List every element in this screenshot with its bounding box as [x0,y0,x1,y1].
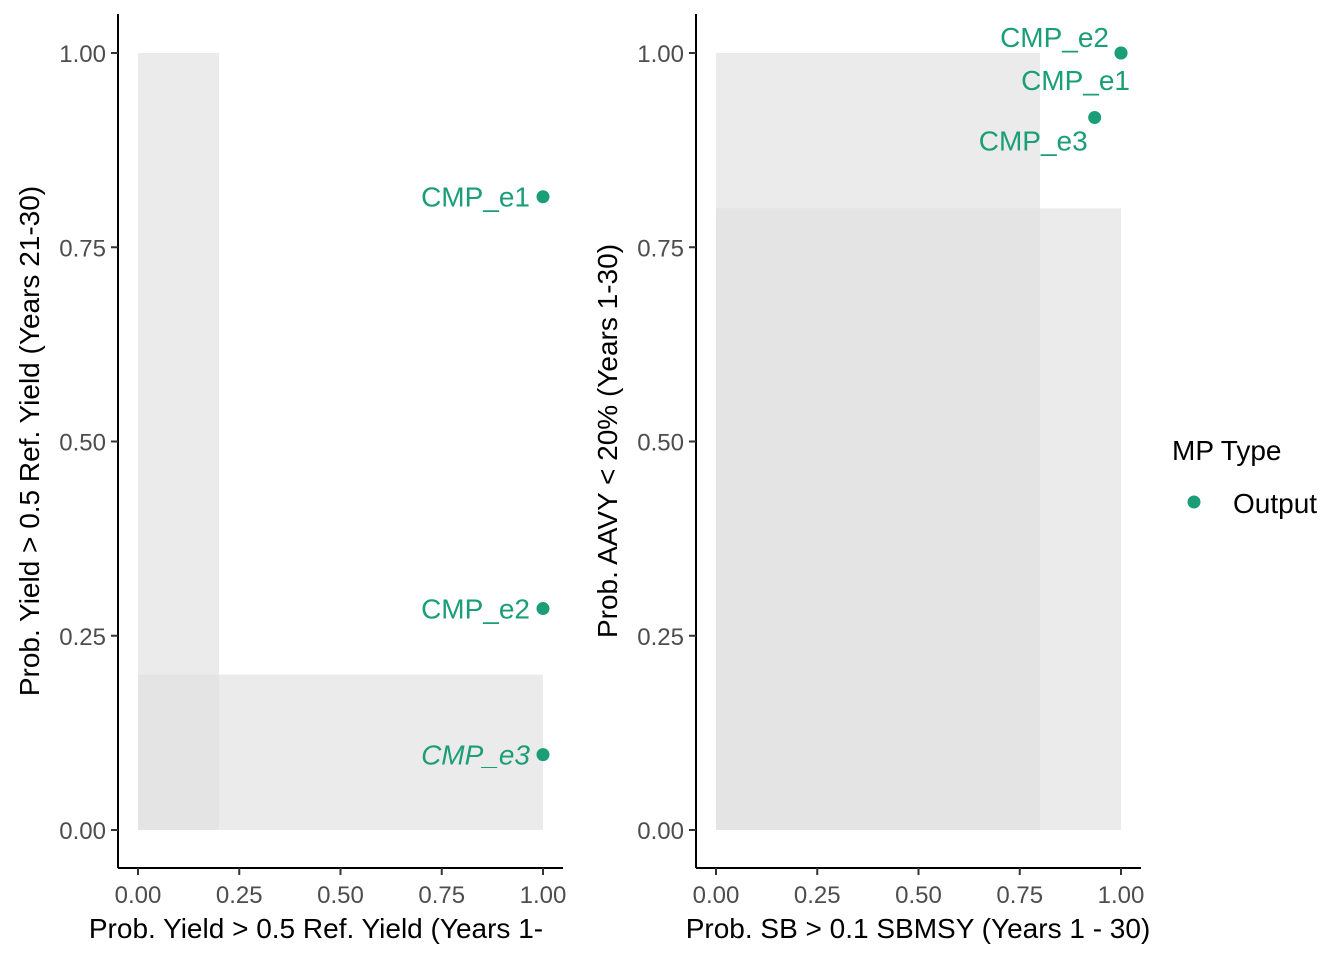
y-tick-label: 0.00 [637,818,684,845]
x-tick-label: 1.00 [520,882,567,909]
y-tick-label: 0.00 [59,818,106,845]
legend: MP Type Output [1172,435,1317,519]
x-tick-label: 0.75 [996,882,1043,909]
y-tick-label: 0.75 [637,235,684,262]
x-tick-label: 0.25 [794,882,841,909]
y-tick-label: 0.50 [59,430,106,457]
data-point-cmp-e1 [536,190,550,204]
x-axis-title: Prob. Yield > 0.5 Ref. Yield (Years 1- [89,913,543,944]
y-tick-label: 0.50 [637,430,684,457]
data-point-cmp-e1 [1114,46,1128,60]
x-axis-title: Prob. SB > 0.1 SBMSY (Years 1 - 30) [686,913,1151,944]
point-label-cmp-e1: CMP_e1 [1021,65,1130,96]
x-tick-label: 0.50 [317,882,364,909]
y-axis-title: Prob. Yield > 0.5 Ref. Yield (Years 21-3… [14,186,45,696]
x-tick-label: 0.00 [115,882,162,909]
point-label-cmp-e1: CMP_e1 [421,182,530,213]
data-point-cmp-e3 [536,748,550,762]
point-label-cmp-e3: CMP_e3 [979,125,1088,156]
shaded-region-2 [716,208,1121,830]
y-tick-label: 1.00 [59,41,106,68]
x-tick-label: 0.75 [418,882,465,909]
legend-key-output [1187,495,1201,509]
x-tick-label: 0.50 [895,882,942,909]
right-panel: 0.00 0.25 0.50 0.75 1.00 0.00 0.25 0.50 0.75 1.00… [592,14,1150,944]
legend-label-output: Output [1233,488,1317,519]
x-tick-label: 0.00 [693,882,740,909]
y-tick-label: 0.25 [637,624,684,651]
x-tick-label: 0.25 [216,882,263,909]
x-tick-label: 1.00 [1098,882,1145,909]
left-panel: 0.00 0.25 0.50 0.75 1.00 0.00 0.25 0.50 0.75 1.00… [14,14,566,944]
data-point-cmp-e2 [536,602,550,616]
data-point-cmp-e3 [1088,110,1102,124]
y-tick-label: 0.25 [59,624,106,651]
point-label-cmp-e2: CMP_e2 [1000,22,1109,53]
shaded-region-2 [138,674,543,830]
point-label-cmp-e2: CMP_e2 [421,594,530,625]
point-label-cmp-e3: CMP_e3 [421,740,530,771]
legend-title: MP Type [1172,435,1281,466]
y-tick-label: 0.75 [59,235,106,262]
y-tick-label: 1.00 [637,41,684,68]
y-axis-title: Prob. AAVY < 20% (Years 1-30) [592,244,623,638]
